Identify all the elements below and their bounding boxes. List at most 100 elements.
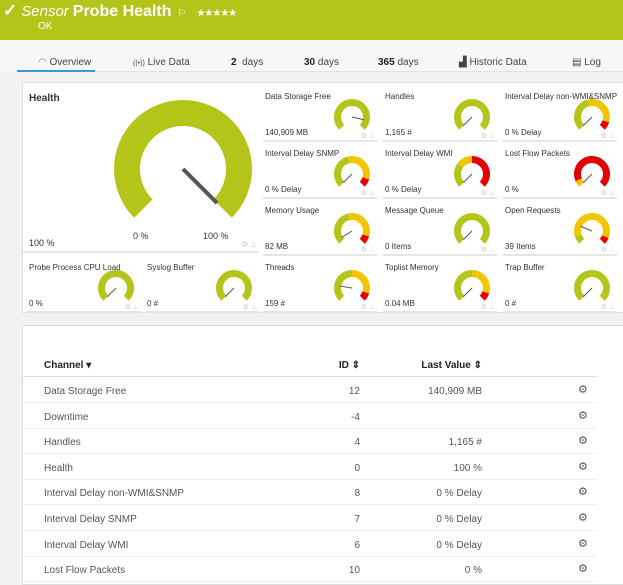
health-max: 100 % xyxy=(203,231,229,241)
table-row[interactable]: Handles 4 1,165 #⚙ xyxy=(22,429,597,454)
gauge-zone-1 xyxy=(472,274,487,293)
gauges-panel: Health 0 % 100 % 100 % ⚙ ⊥ Data Storage … xyxy=(22,82,623,313)
gear-pin-icons[interactable]: ⚙ ⊥ xyxy=(361,189,375,197)
last-value-cell[interactable]: Last Value ⇕ xyxy=(402,360,482,371)
table-row[interactable]: Interval Delay WMI 6 0 % Delay ⚙ xyxy=(22,532,597,557)
channel-settings-icon[interactable]: ⚙ xyxy=(578,409,588,422)
channel-settings-icon[interactable]: ⚙ xyxy=(578,434,588,447)
gauge-zone-0 xyxy=(579,180,582,184)
channel-settings-icon[interactable]: ⚙ xyxy=(578,537,588,550)
channel-cell: Health xyxy=(44,463,73,474)
flag-icon[interactable]: ⚐ xyxy=(177,8,186,19)
gauge-value: 0 % Delay xyxy=(265,185,301,194)
channel-cell[interactable]: Channel ▾ xyxy=(44,360,91,371)
page-title: Probe Health xyxy=(73,3,172,21)
gear-pin-icons[interactable]: ⚙ ⊥ xyxy=(601,303,615,311)
gauge-dial xyxy=(573,212,611,250)
tab-divider xyxy=(17,71,623,72)
gauge-tile[interactable]: Probe Process CPU Load 0 % ⚙ ⊥ xyxy=(27,259,141,313)
table-row[interactable]: Health 0 100 %⚙ xyxy=(22,455,597,480)
gear-pin-icons[interactable]: ⚙ ⊥ xyxy=(125,303,139,311)
priority-stars[interactable]: ★★★★★ xyxy=(196,8,236,19)
tab-log[interactable]: ▤ Log xyxy=(572,57,601,68)
id-cell: 6 xyxy=(322,540,360,551)
health-value: 100 % xyxy=(29,238,55,248)
gauge-needle xyxy=(183,169,217,203)
gauge-zone-0 xyxy=(338,160,349,184)
gear-pin-icons[interactable]: ⚙ ⊥ xyxy=(361,246,375,254)
gauge-value: 0 Items xyxy=(385,242,411,251)
gauge-zone-0 xyxy=(127,113,239,209)
gear-pin-icons[interactable]: ⚙ ⊥ xyxy=(601,132,615,140)
gauge-value: 140,909 MB xyxy=(265,128,308,137)
tab-bar: ◠ Overview ((•)) Live Data 2 days 30 day… xyxy=(0,40,623,72)
gauge-value: 0 # xyxy=(505,299,516,308)
gauge-tile[interactable]: Memory Usage 82 MB ⚙ ⊥ xyxy=(263,202,377,256)
gear-pin-icons[interactable]: ⚙ ⊥ xyxy=(601,246,615,254)
gauge-tile[interactable]: Interval Delay SNMP 0 % Delay ⚙ ⊥ xyxy=(263,145,377,199)
tab-historic-data[interactable]: ▟ Historic Data xyxy=(459,57,527,68)
gauge-name: Threads xyxy=(265,263,294,272)
gauge-zone-0 xyxy=(458,165,462,184)
gear-pin-icons[interactable]: ⚙ ⊥ xyxy=(481,246,495,254)
gauge-tile[interactable]: Lost Flow Packets 0 % ⚙ ⊥ xyxy=(503,145,617,199)
tab-2-days[interactable]: 2 days xyxy=(231,57,263,68)
gauge-zone-0 xyxy=(338,103,367,128)
gauge-dial xyxy=(453,98,491,136)
gear-pin-icons[interactable]: ⚙ ⊥ xyxy=(481,303,495,311)
gauge-name: Trap Buffer xyxy=(505,263,545,272)
gauge-icon: ◠ xyxy=(38,57,47,68)
gauge-tile[interactable]: Message Queue 0 Items ⚙ ⊥ xyxy=(383,202,497,256)
channel-settings-icon[interactable]: ⚙ xyxy=(578,485,588,498)
channel-cell: Interval Delay non-WMI&SNMP xyxy=(44,488,184,499)
gear-pin-icons[interactable]: ⚙ ⊥ xyxy=(243,303,257,311)
gauge-tile[interactable]: Syslog Buffer 0 # ⚙ ⊥ xyxy=(145,259,259,313)
tab-live-data[interactable]: ((•)) Live Data xyxy=(133,57,190,68)
gauge-tile[interactable]: Threads 159 # ⚙ ⊥ xyxy=(263,259,377,313)
channel-settings-icon[interactable]: ⚙ xyxy=(578,383,588,396)
gear-pin-icons[interactable]: ⚙ ⊥ xyxy=(361,132,375,140)
gear-pin-icons[interactable]: ⚙ ⊥ xyxy=(361,303,375,311)
table-row[interactable]: Data Storage Free 12 140,909 MB⚙ xyxy=(22,378,597,403)
channel-settings-icon[interactable]: ⚙ xyxy=(578,511,588,524)
channel-cell: Downtime xyxy=(44,412,88,423)
gauge-tile[interactable]: Trap Buffer 0 # ⚙ ⊥ xyxy=(503,259,617,313)
channel-cell: Interval Delay WMI xyxy=(44,540,128,551)
gauge-tile[interactable]: Interval Delay non-WMI&SNMP 0 % Delay ⚙ … xyxy=(503,88,617,142)
gauge-dial xyxy=(333,269,371,307)
gear-pin-icons[interactable]: ⚙ ⊥ xyxy=(241,240,257,249)
gear-pin-icons[interactable]: ⚙ ⊥ xyxy=(601,189,615,197)
gauge-value: 159 # xyxy=(265,299,285,308)
gauge-needle xyxy=(340,286,352,288)
id-cell: 12 xyxy=(322,386,360,397)
last-value-cell: 0 % Delay xyxy=(402,540,482,551)
table-row[interactable]: Lost Flow Packets 10 0 %⚙ xyxy=(22,557,597,582)
gear-pin-icons[interactable]: ⚙ ⊥ xyxy=(481,189,495,197)
channel-settings-icon[interactable]: ⚙ xyxy=(578,562,588,575)
gauge-tile[interactable]: Open Requests 39 Items ⚙ ⊥ xyxy=(503,202,617,256)
id-cell[interactable]: ID ⇕ xyxy=(322,360,360,371)
health-min: 0 % xyxy=(133,231,149,241)
gauge-name: Open Requests xyxy=(505,206,561,215)
status-check-icon: ✓ xyxy=(3,1,17,21)
channel-settings-icon[interactable]: ⚙ xyxy=(578,460,588,473)
gauge-value: 82 MB xyxy=(265,242,288,251)
gauge-value: 0.04 MB xyxy=(385,299,415,308)
gauge-needle xyxy=(463,288,472,297)
tab-overview[interactable]: ◠ Overview xyxy=(38,57,91,68)
gear-pin-icons[interactable]: ⚙ ⊥ xyxy=(481,132,495,140)
channel-cell: Data Storage Free xyxy=(44,386,126,397)
table-row[interactable]: Interval Delay SNMP 7 0 % Delay⚙ xyxy=(22,506,597,531)
gauge-value: 0 % xyxy=(505,185,519,194)
gauge-needle xyxy=(341,231,352,237)
gauge-tile[interactable]: Toplist Memory 0.04 MB ⚙ ⊥ xyxy=(383,259,497,313)
gauge-tile[interactable]: Interval Delay WMI 0 % Delay ⚙ ⊥ xyxy=(383,145,497,199)
tab-365-days[interactable]: 365 days xyxy=(378,57,419,68)
gauge-tile[interactable]: Handles 1,165 # ⚙ ⊥ xyxy=(383,88,497,142)
table-row[interactable]: Interval Delay non-WMI&SNMP 8 0 % Delay⚙ xyxy=(22,480,597,505)
gauge-value: 39 Items xyxy=(505,242,536,251)
table-row[interactable]: Downtime -4 ⚙ xyxy=(22,404,597,429)
gauge-tile[interactable]: Data Storage Free 140,909 MB ⚙ ⊥ xyxy=(263,88,377,142)
tab-30-days[interactable]: 30 days xyxy=(304,57,339,68)
gauge-name: Handles xyxy=(385,92,414,101)
